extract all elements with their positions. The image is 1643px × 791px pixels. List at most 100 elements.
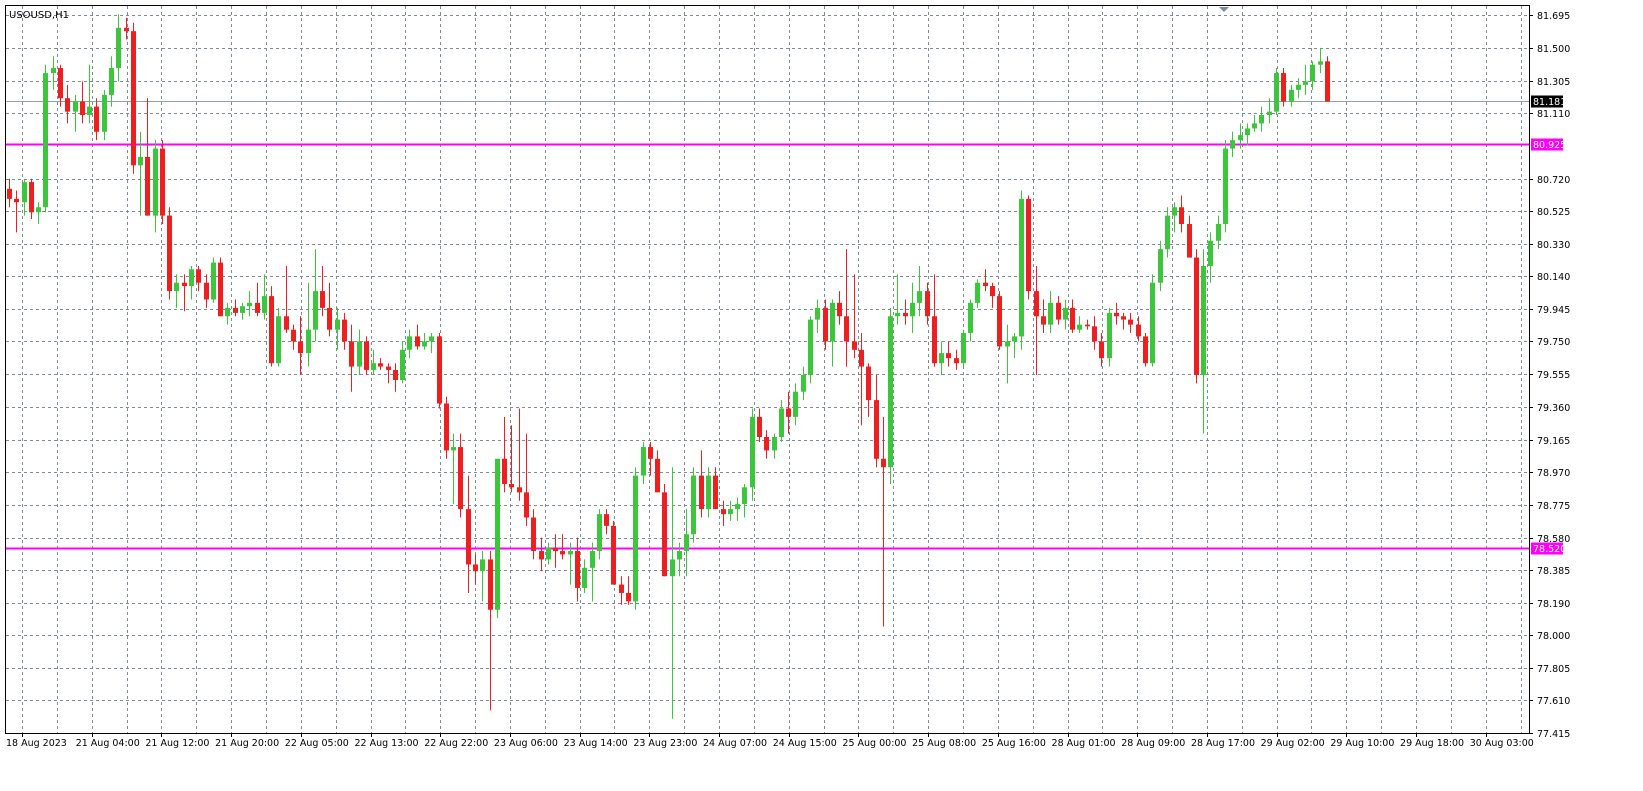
bear-candle-body bbox=[320, 291, 325, 308]
candle bbox=[1281, 68, 1286, 107]
bear-candle-body bbox=[1092, 326, 1097, 342]
bull-candle-body bbox=[1208, 240, 1213, 266]
price-tick-label: 78.000 bbox=[1537, 631, 1570, 642]
bear-candle-body bbox=[29, 182, 34, 213]
bull-candle-body bbox=[51, 68, 56, 74]
bear-candle-body bbox=[524, 492, 529, 518]
bull-candle-body bbox=[684, 534, 689, 552]
candle bbox=[662, 483, 667, 577]
candle bbox=[451, 433, 456, 505]
bull-candle-body bbox=[240, 306, 245, 313]
candle bbox=[1238, 123, 1243, 149]
candle bbox=[306, 282, 311, 367]
symbol-label: USOUSD,H1 bbox=[9, 10, 69, 21]
bull-candle-body bbox=[451, 447, 456, 451]
candle bbox=[830, 299, 835, 367]
bear-candle-body bbox=[954, 358, 959, 364]
bear-candle-body bbox=[1070, 307, 1075, 330]
bull-candle-body bbox=[641, 447, 646, 476]
candle bbox=[320, 265, 325, 317]
candle bbox=[888, 307, 893, 484]
bull-candle-body bbox=[73, 101, 78, 112]
candle bbox=[1245, 123, 1250, 146]
bull-candle-body bbox=[1216, 224, 1221, 241]
bear-candle-body bbox=[575, 551, 580, 588]
bear-candle-body bbox=[844, 316, 849, 342]
bear-candle-body bbox=[145, 156, 150, 216]
candle bbox=[386, 363, 391, 384]
candle bbox=[568, 542, 573, 585]
time-tick-label: 24 Aug 07:00 bbox=[703, 738, 767, 749]
candle bbox=[444, 396, 449, 459]
candle bbox=[691, 467, 696, 543]
bear-candle-body bbox=[14, 198, 19, 203]
candle bbox=[786, 391, 791, 434]
candle bbox=[779, 400, 784, 443]
candle bbox=[87, 64, 92, 124]
price-axis[interactable]: 81.695 81.500 81.305 81.110 80.720 80.525 80.3… bbox=[1529, 11, 1570, 740]
candle bbox=[415, 324, 420, 350]
bull-candle-body bbox=[87, 106, 92, 116]
candle bbox=[648, 442, 653, 476]
candle bbox=[531, 509, 536, 560]
candle bbox=[983, 269, 988, 292]
time-tick-label: 28 Aug 09:00 bbox=[1121, 738, 1185, 749]
time-tick-label: 21 Aug 20:00 bbox=[215, 738, 279, 749]
candle bbox=[407, 329, 412, 359]
candle bbox=[1048, 291, 1053, 334]
candle bbox=[196, 265, 201, 292]
bull-candle-body bbox=[895, 312, 900, 317]
time-tick-label: 29 Aug 02:00 bbox=[1261, 738, 1325, 749]
candle bbox=[189, 265, 194, 300]
bull-candle-body bbox=[102, 94, 107, 132]
bear-candle-body bbox=[1041, 316, 1046, 325]
chart-shift-marker-icon[interactable] bbox=[1219, 7, 1229, 12]
bear-candle-body bbox=[509, 483, 514, 488]
bear-candle-body bbox=[65, 98, 70, 112]
candle bbox=[342, 312, 347, 350]
bear-candle-body bbox=[721, 509, 726, 515]
candle bbox=[124, 17, 129, 40]
candle bbox=[422, 333, 427, 350]
bear-candle-body bbox=[160, 148, 165, 216]
bull-candle-body bbox=[568, 551, 573, 555]
bear-candle-body bbox=[1056, 302, 1061, 320]
time-tick-label: 25 Aug 08:00 bbox=[912, 738, 976, 749]
candle bbox=[641, 442, 646, 484]
candle bbox=[750, 408, 755, 501]
bull-candle-body bbox=[815, 307, 820, 320]
bear-candle-body bbox=[655, 458, 660, 493]
time-tick-label: 21 Aug 04:00 bbox=[76, 738, 140, 749]
candle bbox=[145, 98, 150, 216]
candle bbox=[1208, 232, 1213, 283]
level-price-tag bbox=[1531, 138, 1563, 151]
candle bbox=[597, 509, 602, 560]
time-axis[interactable]: 18 Aug 2023 21 Aug 04:00 21 Aug 12:00 21 Au… bbox=[6, 733, 1534, 749]
candle bbox=[509, 425, 514, 493]
bear-candle-body bbox=[903, 312, 908, 317]
bear-candle-body bbox=[1136, 324, 1141, 337]
bear-candle-body bbox=[786, 408, 791, 417]
bull-candle-body bbox=[691, 475, 696, 535]
price-tick-label: 78.580 bbox=[1537, 534, 1570, 545]
candle bbox=[73, 94, 78, 132]
bear-candle-body bbox=[699, 475, 704, 510]
bull-candle-body bbox=[400, 349, 405, 380]
candle bbox=[65, 84, 70, 124]
bull-candle-body bbox=[1063, 307, 1068, 320]
bear-candle-body bbox=[94, 106, 99, 132]
candle bbox=[1230, 131, 1235, 157]
candle bbox=[116, 14, 121, 82]
bear-candle-body bbox=[517, 487, 522, 493]
bull-candle-body bbox=[975, 282, 980, 303]
candle bbox=[968, 299, 973, 342]
price-tick-label: 80.525 bbox=[1537, 207, 1570, 218]
candle bbox=[619, 576, 624, 605]
bear-candle-body bbox=[349, 341, 354, 367]
candle bbox=[757, 408, 762, 443]
bull-candle-body bbox=[1158, 249, 1163, 283]
bull-candle-body bbox=[670, 559, 675, 577]
bear-candle-body bbox=[364, 341, 369, 370]
